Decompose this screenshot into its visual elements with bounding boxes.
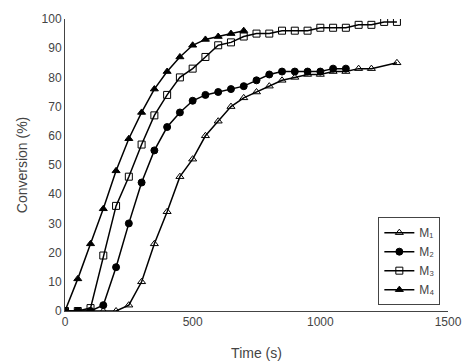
svg-text:1000: 1000 [307, 315, 334, 329]
svg-text:20: 20 [48, 246, 62, 260]
svg-text:Time (s): Time (s) [231, 345, 282, 361]
svg-text:50: 50 [48, 158, 62, 172]
svg-text:30: 30 [48, 217, 62, 231]
svg-text:0: 0 [62, 315, 69, 329]
svg-text:60: 60 [48, 129, 62, 143]
svg-text:10: 10 [48, 275, 62, 289]
svg-text:M₁: M₁ [419, 226, 433, 240]
svg-text:M₂: M₂ [419, 245, 434, 259]
svg-text:1500: 1500 [435, 315, 462, 329]
svg-text:M₃: M₃ [419, 264, 434, 278]
svg-text:80: 80 [48, 71, 62, 85]
svg-text:100: 100 [42, 12, 62, 26]
svg-text:0: 0 [55, 304, 62, 318]
svg-text:90: 90 [48, 41, 62, 55]
svg-text:Conversion (%): Conversion (%) [14, 117, 30, 213]
svg-text:40: 40 [48, 187, 62, 201]
svg-text:70: 70 [48, 100, 62, 114]
svg-text:M₄: M₄ [419, 283, 434, 297]
svg-text:500: 500 [183, 315, 203, 329]
